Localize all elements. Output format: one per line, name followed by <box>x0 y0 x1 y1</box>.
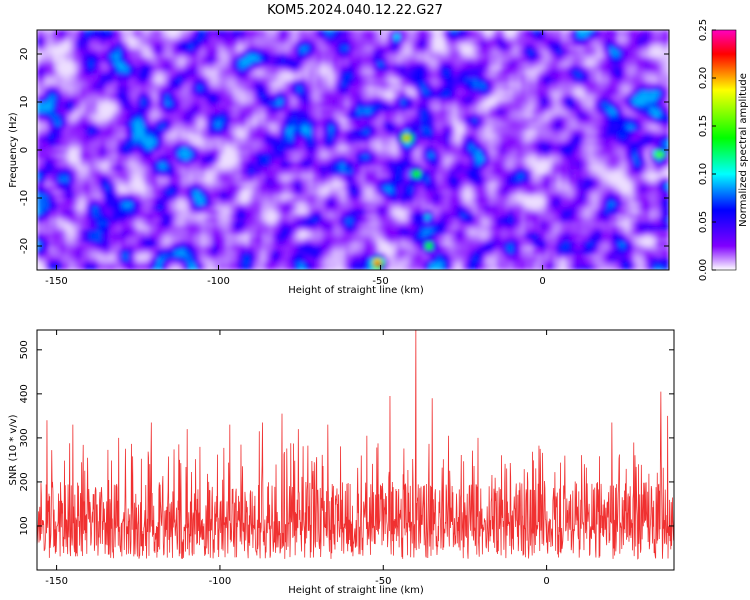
heatmap-image <box>37 30 669 270</box>
colorbar-tick-label: 0.15 <box>698 115 709 137</box>
heatmap-ytick-label: 20 <box>19 48 30 61</box>
heatmap-xtick-label: -150 <box>45 276 68 287</box>
snr-xlabel: Height of straight line (km) <box>288 585 424 596</box>
snr-panel: -150 -100 -50 0 100 200 300 400 500 Height of st… <box>8 329 675 596</box>
colorbar: 0.00 0.05 0.10 0.15 0.20 0.25 Normalized spec… <box>698 19 749 281</box>
snr-xtick-label: -100 <box>209 576 232 587</box>
colorbar-tick-label: 0.00 <box>698 259 709 281</box>
snr-series-line <box>37 330 674 560</box>
heatmap-xlabel: Height of straight line (km) <box>288 285 424 296</box>
snr-ytick-label: 100 <box>19 516 30 535</box>
chart-title: KOM5.2024.040.12.22.G27 <box>267 3 443 18</box>
colorbar-ticks: 0.00 0.05 0.10 0.15 0.20 0.25 <box>698 19 716 281</box>
heatmap-ytick-label: 0 <box>19 147 30 153</box>
colorbar-label: Normalized spectral amplitude <box>738 73 749 227</box>
heatmap-xtick-label: 0 <box>539 276 545 287</box>
snr-ytick-label: 500 <box>19 340 30 359</box>
colorbar-tick-label: 0.20 <box>698 67 709 89</box>
colorbar-tick-label: 0.25 <box>698 19 709 41</box>
snr-ytick-label: 200 <box>19 472 30 491</box>
colorbar-tick-label: 0.05 <box>698 211 709 233</box>
heatmap-frame <box>36 29 670 271</box>
snr-ytick-label: 400 <box>19 384 30 403</box>
heatmap-ytick-label: -10 <box>19 190 30 206</box>
heatmap-ylabel: Frequency (Hz) <box>8 112 19 188</box>
snr-xtick-label: -150 <box>45 576 68 587</box>
snr-xtick-label: -50 <box>375 576 391 587</box>
heatmap-ytick-label: 10 <box>19 96 30 109</box>
heatmap-xtick-label: -100 <box>207 276 230 287</box>
snr-ytick-label: 300 <box>19 428 30 447</box>
colorbar-gradient <box>711 29 737 271</box>
snr-frame <box>36 329 675 571</box>
colorbar-tick-label: 0.10 <box>698 163 709 185</box>
snr-xtick-label: 0 <box>543 576 549 587</box>
heatmap-ytick-label: -20 <box>19 238 30 254</box>
snr-ticks: -150 -100 -50 0 100 200 300 400 500 <box>19 330 674 587</box>
heatmap-xtick-label: -50 <box>372 276 388 287</box>
snr-ylabel: SNR (10 * v/v) <box>8 414 19 485</box>
